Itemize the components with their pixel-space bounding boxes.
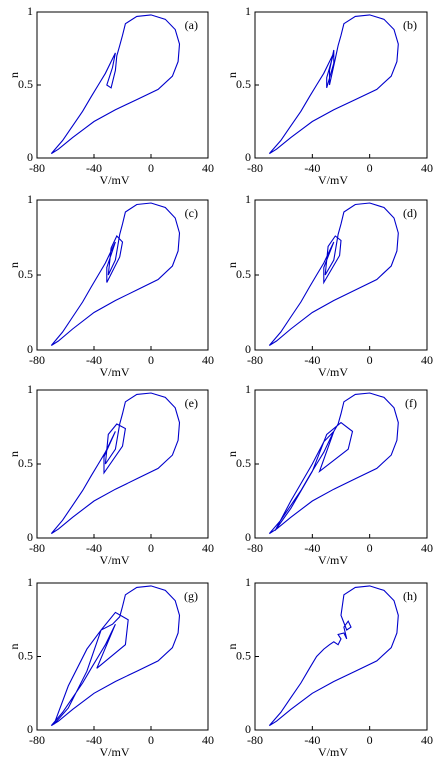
x-axis-label: V/mV [100,365,130,379]
y-tick-label: 0.5 [236,456,251,470]
panel-label: (b) [403,18,417,32]
panel-label: (c) [185,206,198,220]
x-tick-label: -80 [29,733,45,747]
trajectory [50,202,181,346]
y-axis-label: n [7,644,21,650]
x-tick-label: -40 [304,541,320,555]
y-axis-label: n [7,262,21,268]
y-tick-label: 0.5 [236,267,251,281]
panel-label: (a) [185,18,198,32]
x-axis-label: V/mV [318,173,348,187]
x-tick-label: -80 [29,161,45,175]
x-tick-label: 40 [421,541,433,555]
x-tick-label: 0 [148,541,154,555]
x-tick-label: -80 [247,161,263,175]
y-axis-label: n [7,72,21,78]
panel-label: (e) [185,396,198,410]
y-axis-label: n [225,451,239,457]
y-tick-label: 1 [27,575,33,589]
y-tick-label: 0 [245,722,251,736]
x-tick-label: -80 [247,353,263,367]
y-axis-label: n [7,451,21,457]
trajectory [268,392,399,535]
trajectory [50,392,181,535]
x-tick-label: -80 [247,541,263,555]
x-tick-label: -40 [86,353,102,367]
trajectory [268,585,399,727]
x-tick-label: 40 [202,353,214,367]
y-tick-label: 0 [245,530,251,544]
x-tick-label: -40 [86,161,102,175]
trajectory [268,202,399,346]
y-tick-label: 0.5 [18,77,33,91]
panel-label: (f) [405,396,417,410]
y-tick-label: 0.5 [236,77,251,91]
y-tick-label: 0 [27,530,33,544]
x-tick-label: -40 [86,541,102,555]
x-axis-label: V/mV [318,745,348,759]
axes-frame [254,582,428,731]
y-axis-label: n [225,644,239,650]
x-axis-label: V/mV [100,553,130,567]
x-tick-label: -80 [29,353,45,367]
y-tick-label: 1 [245,382,251,396]
trajectory [50,585,181,727]
x-tick-label: 0 [367,353,373,367]
trajectory [50,14,181,155]
panel-label: (g) [184,589,198,603]
x-tick-label: 40 [421,353,433,367]
x-tick-label: 0 [148,353,154,367]
x-axis-label: V/mV [100,173,130,187]
x-tick-label: -80 [29,541,45,555]
x-tick-label: 0 [367,733,373,747]
x-tick-label: -40 [304,161,320,175]
x-axis-label: V/mV [318,365,348,379]
y-tick-label: 1 [245,192,251,206]
y-tick-label: 0 [245,342,251,356]
x-tick-label: 40 [421,733,433,747]
y-tick-label: 0.5 [18,648,33,662]
y-tick-label: 0.5 [18,456,33,470]
x-axis-label: V/mV [318,553,348,567]
y-axis-label: n [225,72,239,78]
x-tick-label: 40 [202,161,214,175]
trajectory [268,14,399,155]
x-tick-label: 40 [202,733,214,747]
y-tick-label: 0 [27,342,33,356]
y-tick-label: 0 [27,722,33,736]
x-tick-label: -40 [304,353,320,367]
x-tick-label: -40 [86,733,102,747]
x-axis-label: V/mV [100,745,130,759]
x-tick-label: 0 [148,733,154,747]
x-tick-label: -40 [304,733,320,747]
panel-label: (d) [403,206,417,220]
y-tick-label: 0.5 [18,267,33,281]
x-tick-label: 40 [202,541,214,555]
y-tick-label: 1 [27,4,33,18]
y-tick-label: 1 [27,192,33,206]
y-tick-label: 0.5 [236,648,251,662]
y-axis-label: n [225,262,239,268]
x-tick-label: 0 [148,161,154,175]
panel-label: (h) [403,589,417,603]
x-tick-label: 0 [367,541,373,555]
x-tick-label: -80 [247,733,263,747]
y-tick-label: 1 [27,382,33,396]
y-tick-label: 0 [245,150,251,164]
x-tick-label: 40 [421,161,433,175]
y-tick-label: 0 [27,150,33,164]
y-tick-label: 1 [245,4,251,18]
y-tick-label: 1 [245,575,251,589]
x-tick-label: 0 [367,161,373,175]
